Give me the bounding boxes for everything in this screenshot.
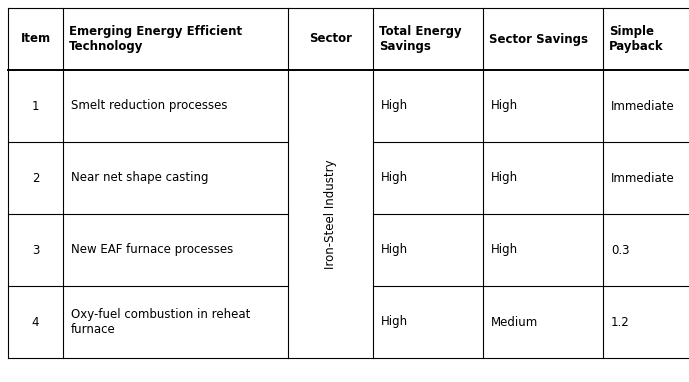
Text: Total Energy
Savings: Total Energy Savings	[379, 25, 462, 53]
Text: Iron-Steel Industry: Iron-Steel Industry	[324, 159, 337, 269]
Text: New EAF furnace processes: New EAF furnace processes	[71, 243, 234, 256]
Text: High: High	[491, 243, 518, 256]
Text: High: High	[491, 172, 518, 185]
Text: Item: Item	[21, 32, 50, 45]
Text: Immediate: Immediate	[611, 172, 675, 185]
Text: Simple
Payback: Simple Payback	[609, 25, 664, 53]
Text: 1: 1	[32, 99, 39, 113]
Text: 1.2: 1.2	[611, 316, 630, 329]
Text: Sector Savings: Sector Savings	[489, 32, 588, 45]
Text: High: High	[381, 243, 408, 256]
Text: 4: 4	[32, 316, 39, 329]
Text: 0.3: 0.3	[611, 243, 630, 256]
Text: High: High	[381, 316, 408, 329]
Text: High: High	[491, 99, 518, 113]
Text: 2: 2	[32, 172, 39, 185]
Text: Near net shape casting: Near net shape casting	[71, 172, 209, 185]
Text: High: High	[381, 99, 408, 113]
Text: Oxy-fuel combustion in reheat
furnace: Oxy-fuel combustion in reheat furnace	[71, 308, 250, 336]
Text: Smelt reduction processes: Smelt reduction processes	[71, 99, 227, 113]
Text: High: High	[381, 172, 408, 185]
Text: Emerging Energy Efficient
Technology: Emerging Energy Efficient Technology	[69, 25, 242, 53]
Text: Medium: Medium	[491, 316, 538, 329]
Text: 3: 3	[32, 243, 39, 256]
Text: Sector: Sector	[309, 32, 352, 45]
Text: Immediate: Immediate	[611, 99, 675, 113]
